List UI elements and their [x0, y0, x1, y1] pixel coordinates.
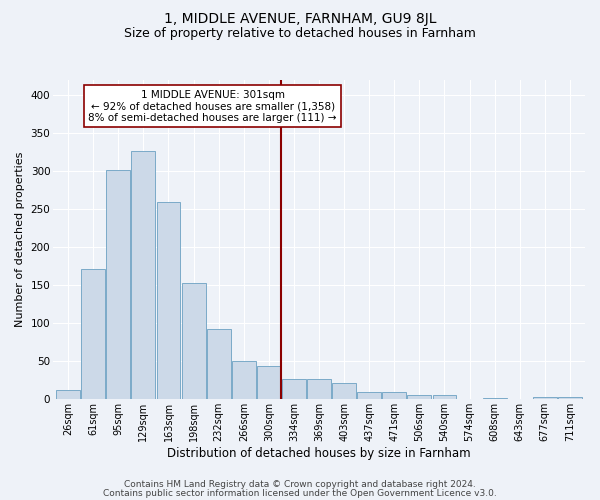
Text: Size of property relative to detached houses in Farnham: Size of property relative to detached ho…	[124, 28, 476, 40]
Bar	[433, 396, 457, 400]
Bar	[131, 150, 155, 400]
Bar	[332, 384, 356, 400]
Bar	[182, 283, 206, 400]
Text: 1, MIDDLE AVENUE, FARNHAM, GU9 8JL: 1, MIDDLE AVENUE, FARNHAM, GU9 8JL	[164, 12, 436, 26]
Y-axis label: Number of detached properties: Number of detached properties	[15, 152, 25, 328]
Bar	[558, 397, 582, 400]
X-axis label: Distribution of detached houses by size in Farnham: Distribution of detached houses by size …	[167, 447, 471, 460]
Bar	[82, 268, 105, 400]
Bar	[382, 392, 406, 400]
Bar	[407, 396, 431, 400]
Bar	[56, 390, 80, 400]
Bar	[157, 202, 181, 400]
Text: Contains HM Land Registry data © Crown copyright and database right 2024.: Contains HM Land Registry data © Crown c…	[124, 480, 476, 489]
Bar	[358, 392, 381, 400]
Bar	[282, 379, 306, 400]
Bar	[257, 366, 281, 400]
Text: 1 MIDDLE AVENUE: 301sqm
← 92% of detached houses are smaller (1,358)
8% of semi-: 1 MIDDLE AVENUE: 301sqm ← 92% of detache…	[88, 90, 337, 123]
Bar	[232, 362, 256, 400]
Bar	[207, 328, 230, 400]
Bar	[307, 379, 331, 400]
Bar	[533, 397, 557, 400]
Bar	[106, 170, 130, 400]
Text: Contains public sector information licensed under the Open Government Licence v3: Contains public sector information licen…	[103, 489, 497, 498]
Bar	[483, 398, 506, 400]
